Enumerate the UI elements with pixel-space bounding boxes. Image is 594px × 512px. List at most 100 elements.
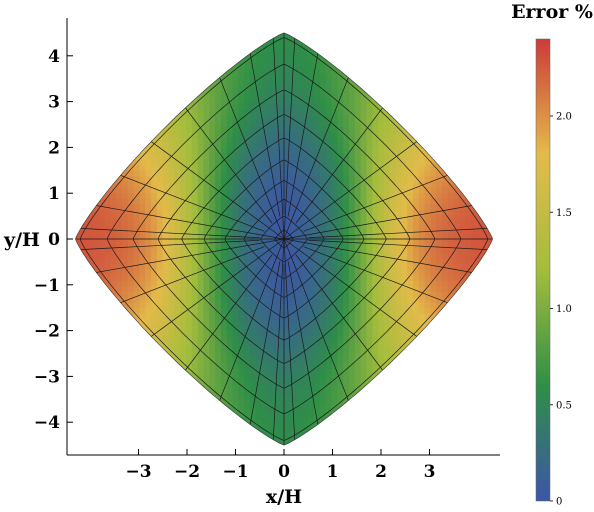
field-cell bbox=[302, 335, 309, 342]
field-cell bbox=[372, 428, 379, 435]
field-cell bbox=[302, 395, 309, 402]
field-cell bbox=[424, 60, 432, 67]
field-cell bbox=[232, 318, 240, 325]
field-cell bbox=[209, 269, 216, 276]
field-cell bbox=[407, 153, 414, 160]
field-cell bbox=[337, 318, 344, 325]
field-cell bbox=[348, 379, 356, 386]
field-cell bbox=[331, 368, 338, 375]
field-cell bbox=[197, 412, 205, 419]
field-cell bbox=[319, 258, 327, 265]
field-cell bbox=[209, 434, 216, 441]
field-cell bbox=[186, 269, 193, 276]
field-cell bbox=[92, 219, 100, 226]
field-cell bbox=[418, 109, 426, 116]
field-cell bbox=[255, 164, 263, 171]
field-cell bbox=[319, 423, 327, 430]
field-cell bbox=[162, 38, 170, 45]
field-cell bbox=[372, 324, 379, 331]
field-cell bbox=[436, 214, 443, 221]
field-cell bbox=[314, 307, 321, 314]
field-cell bbox=[203, 49, 210, 56]
field-cell bbox=[151, 115, 158, 122]
field-cell bbox=[284, 263, 292, 270]
field-cell bbox=[203, 60, 210, 67]
field-cell bbox=[255, 120, 263, 127]
field-cell bbox=[395, 32, 402, 39]
field-cell bbox=[250, 384, 257, 391]
field-cell bbox=[133, 252, 141, 259]
field-cell bbox=[145, 395, 152, 402]
field-cell bbox=[127, 412, 135, 419]
field-cell bbox=[203, 131, 210, 138]
field-cell bbox=[337, 340, 344, 347]
field-cell bbox=[383, 263, 391, 270]
field-cell bbox=[98, 406, 106, 413]
field-cell bbox=[302, 362, 309, 369]
field-cell bbox=[389, 159, 397, 166]
field-cell bbox=[284, 373, 292, 380]
field-cell bbox=[308, 241, 315, 248]
field-cell bbox=[413, 274, 420, 281]
field-cell bbox=[284, 60, 292, 67]
field-cell bbox=[401, 274, 408, 281]
field-cell bbox=[145, 192, 152, 199]
field-cell bbox=[395, 324, 402, 331]
field-cell bbox=[348, 137, 356, 144]
field-cell bbox=[424, 175, 432, 182]
field-cell bbox=[442, 439, 449, 446]
field-cell bbox=[430, 258, 437, 265]
field-cell bbox=[244, 373, 251, 380]
field-cell bbox=[209, 148, 216, 155]
field-cell bbox=[87, 98, 94, 105]
field-cell bbox=[267, 225, 274, 232]
field-cell bbox=[209, 93, 216, 100]
field-cell bbox=[244, 109, 251, 116]
field-cell bbox=[174, 362, 181, 369]
field-cell bbox=[308, 412, 315, 419]
field-cell bbox=[273, 307, 280, 314]
field-cell bbox=[116, 192, 123, 199]
field-cell bbox=[139, 153, 146, 160]
field-cell bbox=[75, 241, 82, 248]
field-cell bbox=[104, 104, 111, 111]
field-cell bbox=[424, 379, 432, 386]
field-cell bbox=[255, 214, 263, 221]
field-cell bbox=[220, 269, 228, 276]
field-cell bbox=[436, 357, 443, 364]
field-cell bbox=[302, 296, 309, 303]
field-cell bbox=[401, 406, 408, 413]
field-cell bbox=[197, 368, 205, 375]
field-cell bbox=[366, 313, 373, 320]
field-cell bbox=[395, 296, 402, 303]
field-cell bbox=[191, 247, 199, 254]
field-cell bbox=[162, 131, 170, 138]
field-cell bbox=[360, 285, 368, 292]
field-cell bbox=[372, 32, 379, 39]
field-cell bbox=[87, 197, 94, 204]
field-cell bbox=[92, 417, 100, 424]
field-cell bbox=[354, 252, 362, 259]
field-cell bbox=[407, 417, 414, 424]
field-cell bbox=[75, 186, 82, 193]
field-cell bbox=[372, 291, 379, 298]
field-cell bbox=[354, 439, 362, 446]
field-cell bbox=[401, 76, 408, 83]
field-cell bbox=[395, 307, 402, 314]
field-cell bbox=[267, 148, 274, 155]
field-cell bbox=[273, 296, 280, 303]
field-cell bbox=[302, 159, 309, 166]
field-cell bbox=[238, 357, 245, 364]
field-cell bbox=[314, 373, 321, 380]
field-cell bbox=[156, 104, 164, 111]
field-cell bbox=[383, 186, 391, 193]
field-cell bbox=[122, 423, 129, 430]
field-cell bbox=[424, 241, 432, 248]
field-cell bbox=[226, 115, 234, 122]
field-cell bbox=[156, 208, 164, 215]
field-cell bbox=[273, 170, 280, 177]
field-cell bbox=[127, 219, 135, 226]
field-cell bbox=[87, 307, 94, 314]
field-cell bbox=[87, 49, 94, 56]
field-cell bbox=[424, 137, 432, 144]
